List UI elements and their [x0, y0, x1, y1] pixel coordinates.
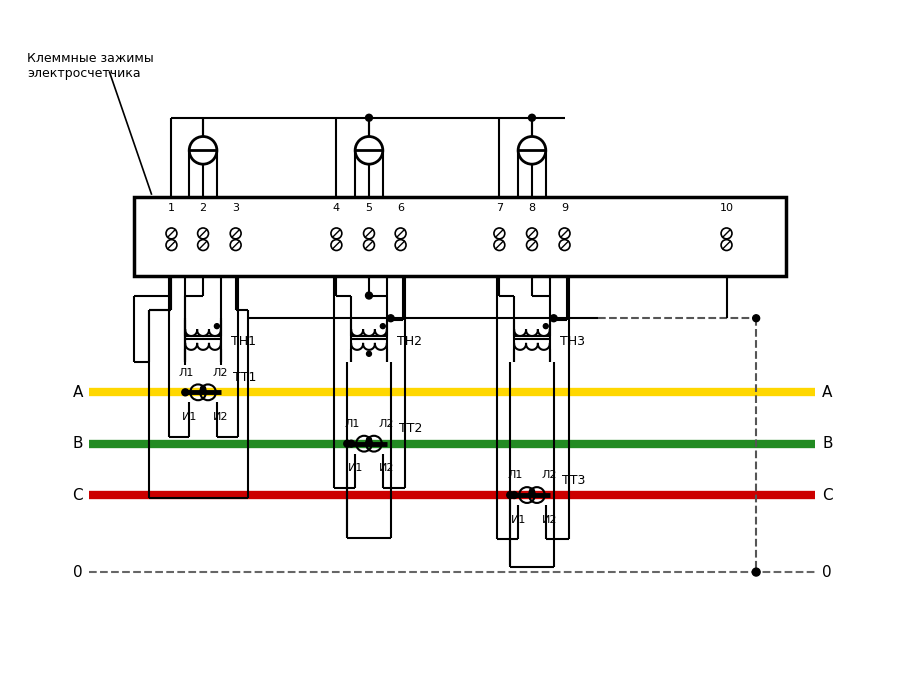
Text: ТН2: ТН2 [396, 335, 422, 348]
Circle shape [753, 568, 760, 576]
Text: 1: 1 [168, 203, 175, 213]
Text: И2: И2 [379, 463, 395, 473]
Text: Л1: Л1 [508, 470, 523, 480]
Text: 5: 5 [365, 203, 372, 213]
Text: Л1: Л1 [344, 419, 360, 429]
Bar [134, 197, 786, 276]
Text: 10: 10 [719, 203, 734, 213]
Text: 7: 7 [496, 203, 503, 213]
Text: B: B [822, 436, 832, 451]
Circle shape [550, 315, 557, 322]
Circle shape [348, 440, 354, 447]
Text: A: A [73, 385, 83, 400]
Circle shape [366, 292, 372, 299]
Text: И1: И1 [347, 463, 363, 473]
Text: 4: 4 [333, 203, 340, 213]
Text: Клеммные зажимы
электросчетчика: Клеммные зажимы электросчетчика [27, 51, 154, 80]
Circle shape [544, 324, 548, 329]
Text: Л2: Л2 [212, 368, 228, 378]
Text: 0: 0 [823, 564, 832, 579]
Text: 8: 8 [528, 203, 536, 213]
Circle shape [367, 352, 371, 356]
Text: ТТ3: ТТ3 [562, 474, 585, 487]
Circle shape [753, 315, 760, 322]
Circle shape [344, 440, 351, 447]
Text: ТТ1: ТТ1 [232, 371, 256, 384]
Text: ТН3: ТН3 [560, 335, 585, 348]
Text: 3: 3 [232, 203, 239, 213]
Circle shape [510, 491, 518, 498]
Text: 9: 9 [561, 203, 568, 213]
Text: И1: И1 [181, 412, 197, 422]
Text: И2: И2 [213, 412, 229, 422]
Circle shape [528, 114, 536, 121]
Text: И1: И1 [510, 514, 526, 525]
Text: 6: 6 [397, 203, 404, 213]
Circle shape [529, 489, 535, 493]
Circle shape [201, 386, 205, 391]
Circle shape [214, 324, 220, 329]
Circle shape [380, 324, 386, 329]
Text: 2: 2 [199, 203, 206, 213]
Circle shape [182, 389, 188, 395]
Text: C: C [822, 487, 832, 502]
Text: B: B [73, 436, 83, 451]
Text: ТН1: ТН1 [231, 335, 256, 348]
Text: И2: И2 [542, 514, 558, 525]
Text: 0: 0 [73, 564, 83, 579]
Text: C: C [73, 487, 83, 502]
Text: Л1: Л1 [179, 368, 194, 378]
Text: Л2: Л2 [378, 419, 394, 429]
Text: ТТ2: ТТ2 [398, 422, 422, 435]
Circle shape [507, 491, 514, 498]
Circle shape [366, 114, 372, 121]
Circle shape [388, 315, 394, 322]
Text: A: A [822, 385, 832, 400]
Circle shape [367, 437, 371, 442]
Text: Л2: Л2 [541, 470, 556, 480]
